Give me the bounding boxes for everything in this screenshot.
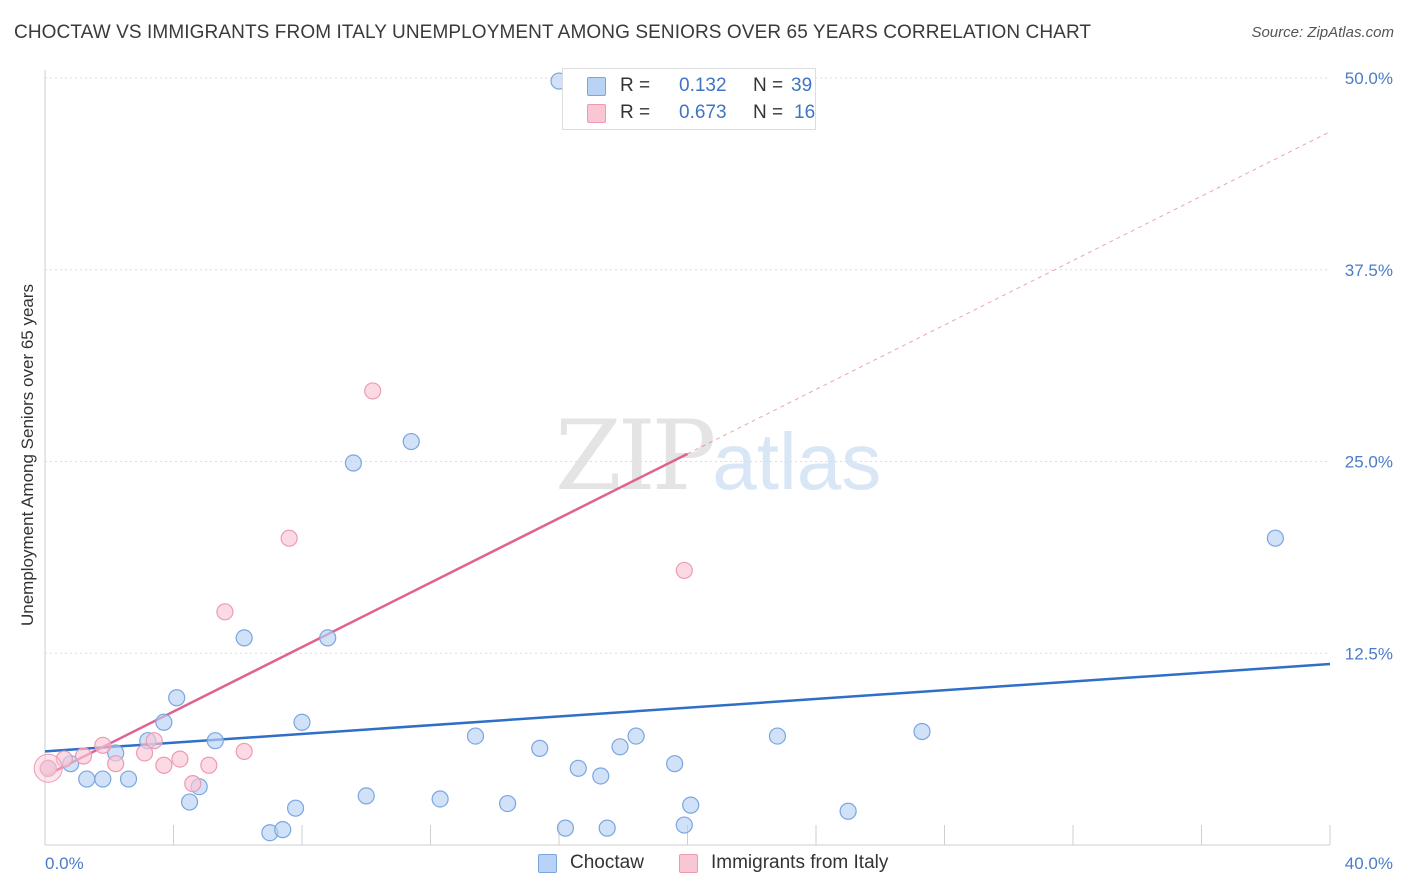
choctaw-point bbox=[94, 770, 112, 788]
italy-point bbox=[216, 603, 234, 621]
choctaw-point bbox=[675, 816, 693, 834]
choctaw-point bbox=[206, 732, 224, 750]
source-credit: Source: ZipAtlas.com bbox=[1251, 24, 1394, 41]
choctaw-point bbox=[431, 790, 449, 808]
italy-trend-extension bbox=[687, 131, 1331, 455]
choctaw-point bbox=[168, 689, 186, 707]
italy-point bbox=[94, 736, 112, 754]
choctaw-point bbox=[913, 722, 931, 741]
y-tick-label: 12.5% bbox=[1345, 644, 1393, 663]
choctaw-point bbox=[293, 713, 311, 731]
italy-trend-line bbox=[44, 452, 689, 778]
choctaw-trend-line bbox=[44, 662, 1331, 753]
n-label: N = bbox=[753, 102, 784, 123]
choctaw-point bbox=[319, 629, 337, 647]
x-tick-label-min: 0.0% bbox=[45, 854, 84, 873]
choctaw-n-value: 39 bbox=[791, 75, 813, 96]
n-label: N = bbox=[753, 75, 784, 96]
choctaw-legend-label: Choctaw bbox=[570, 852, 644, 873]
axes bbox=[44, 70, 1331, 846]
r-label: R = bbox=[620, 75, 651, 96]
choctaw-point bbox=[499, 794, 517, 813]
x-tick-label-max: 40.0% bbox=[1345, 854, 1393, 873]
italy-n-value: 16 bbox=[794, 102, 816, 123]
choctaw-point bbox=[274, 821, 292, 839]
italy-point bbox=[200, 756, 218, 774]
choctaw-point bbox=[286, 799, 305, 817]
y-tick-label: 50.0% bbox=[1345, 69, 1393, 88]
tick-labels: 12.5% 25.0% 37.5% 50.0% 0.0% 40.0% bbox=[45, 69, 1393, 873]
trend-lines bbox=[44, 131, 1331, 778]
choctaw-point bbox=[155, 713, 173, 731]
stats-legend: R = 0.132 N = 39 R = 0.673 N = 16 bbox=[562, 68, 816, 130]
italy-point bbox=[39, 759, 57, 777]
choctaw-point bbox=[402, 432, 420, 451]
italy-point bbox=[184, 775, 202, 793]
choctaw-legend-swatch bbox=[538, 854, 557, 873]
italy-legend-label: Immigrants from Italy bbox=[711, 852, 889, 873]
italy-point bbox=[280, 529, 298, 547]
choctaw-point bbox=[357, 787, 375, 805]
italy-point bbox=[364, 382, 382, 400]
italy-point bbox=[675, 561, 693, 580]
italy-point bbox=[74, 747, 93, 765]
italy-point bbox=[155, 756, 173, 774]
italy-swatch bbox=[587, 104, 606, 123]
choctaw-point bbox=[119, 770, 138, 788]
choctaw-point bbox=[569, 759, 587, 777]
italy-r-value: 0.673 bbox=[679, 102, 727, 123]
choctaw-swatch bbox=[587, 77, 606, 96]
choctaw-point bbox=[627, 727, 645, 745]
italy-point bbox=[55, 750, 73, 768]
choctaw-point bbox=[78, 770, 96, 788]
choctaw-point bbox=[180, 793, 199, 811]
choctaw-point bbox=[556, 819, 575, 837]
italy-point bbox=[235, 742, 253, 761]
origin-cluster-point bbox=[33, 753, 63, 783]
italy-legend-swatch bbox=[679, 854, 698, 873]
y-tick-label: 25.0% bbox=[1345, 453, 1393, 472]
watermark-zip: ZIP bbox=[555, 400, 716, 512]
choctaw-point bbox=[1266, 529, 1284, 547]
italy-point bbox=[107, 755, 125, 773]
choctaw-r-value: 0.132 bbox=[679, 75, 727, 96]
watermark: ZIPatlas bbox=[555, 400, 881, 512]
choctaw-point bbox=[839, 802, 857, 820]
chart-title: CHOCTAW VS IMMIGRANTS FROM ITALY UNEMPLO… bbox=[14, 22, 1092, 43]
gridlines bbox=[45, 77, 1330, 654]
choctaw-point bbox=[235, 629, 253, 647]
y-tick-label: 37.5% bbox=[1345, 261, 1393, 280]
choctaw-point bbox=[592, 767, 610, 785]
choctaw-point bbox=[344, 454, 362, 472]
choctaw-point bbox=[611, 738, 629, 756]
italy-point bbox=[145, 732, 163, 750]
choctaw-point bbox=[598, 819, 616, 837]
data-points bbox=[33, 72, 1284, 842]
r-label: R = bbox=[620, 102, 651, 123]
choctaw-point bbox=[531, 739, 549, 757]
choctaw-point bbox=[768, 727, 787, 745]
choctaw-point bbox=[466, 727, 485, 745]
choctaw-point bbox=[666, 755, 684, 773]
italy-point bbox=[135, 744, 154, 762]
choctaw-point bbox=[682, 796, 700, 814]
italy-point bbox=[171, 750, 189, 768]
